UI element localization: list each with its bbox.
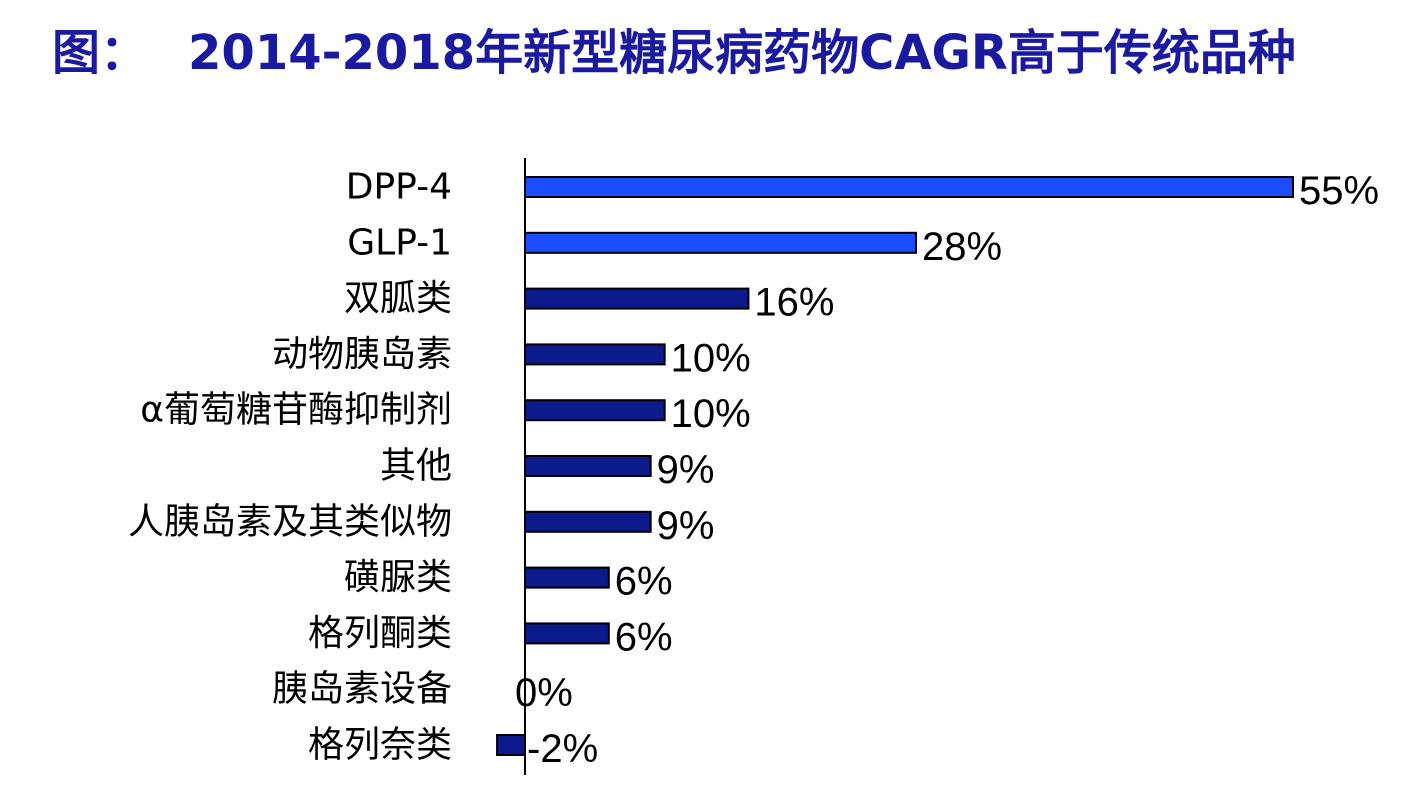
bar-1 [524,231,917,254]
bar-3 [524,343,666,366]
category-label-4: α葡萄糖苷酶抑制剂 [140,390,452,431]
category-label-7: 磺脲类 [344,557,452,598]
value-label-9: 0% [515,671,573,715]
category-label-1: GLP-1 [347,222,452,263]
category-label-8: 格列酮类 [308,613,452,654]
value-label-7: 6% [615,560,673,604]
title-text: 2014-2018年新型糖尿病药物CAGR高于传统品种 [188,25,1296,81]
category-label-5: 其他 [380,446,452,487]
bar-6 [524,510,652,533]
value-label-10: -2% [527,727,598,771]
value-label-2: 16% [754,281,834,325]
value-label-8: 6% [615,615,673,659]
page-title: 图： 2014-2018年新型糖尿病药物CAGR高于传统品种 [52,20,1296,86]
labels-layer: DPP-4 55% GLP-1 28% 双胍类 16% 动物胰岛素 10% α葡萄糖苷酶抑制剂 1… [128,167,1379,772]
category-label-9: 胰岛素设备 [272,669,452,710]
bar-7 [524,566,610,589]
bar-5 [524,455,652,477]
bars-layer [496,176,1294,756]
category-label-0: DPP-4 [346,167,452,208]
value-label-3: 10% [671,336,751,380]
bar-8 [524,622,610,645]
value-label-0: 55% [1299,169,1379,213]
category-label-2: 双胍类 [344,278,452,319]
value-label-6: 9% [657,504,715,548]
category-label-3: 动物胰岛素 [272,334,452,375]
value-label-4: 10% [671,392,751,436]
bar-10 [496,734,526,756]
bar-0 [524,176,1294,198]
value-label-1: 28% [922,225,1002,269]
bar-2 [524,287,750,310]
category-label-10: 格列奈类 [308,725,452,766]
value-label-5: 9% [657,448,715,492]
bar-4 [524,399,666,422]
title-prefix: 图： [52,25,149,81]
category-label-6: 人胰岛素及其类似物 [128,501,452,542]
